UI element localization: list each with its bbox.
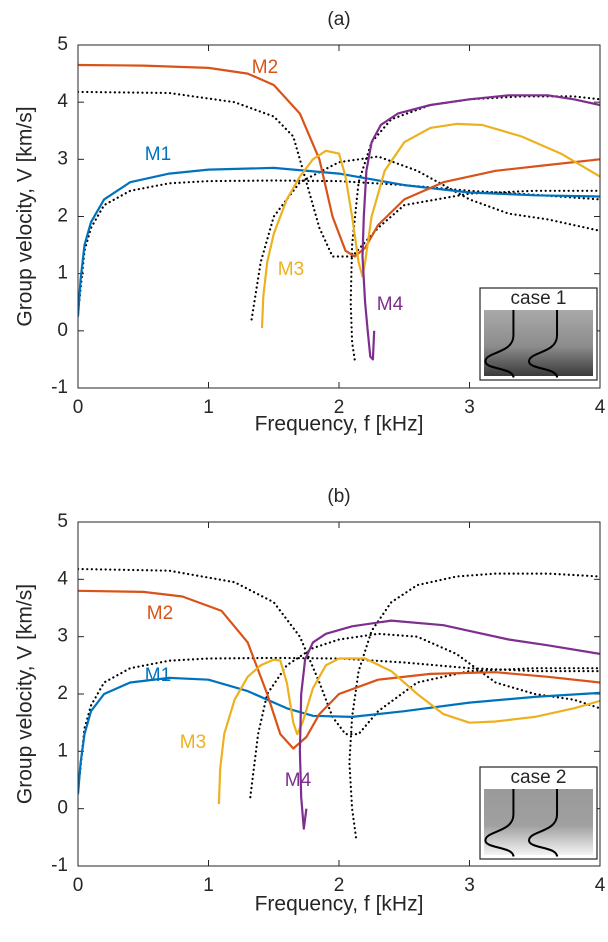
y-tick-label: 3 [57,148,68,169]
reference-curve [78,567,600,736]
x-tick-label: 0 [73,397,84,418]
mode-label: M2 [252,57,278,78]
y-tick-label: 1 [57,263,68,284]
inset-profile [528,310,559,378]
y-tick-label: 0 [57,320,68,341]
y-tick-label: 1 [57,740,68,761]
mode-label: M4 [285,770,312,791]
mode-label: M1 [145,665,171,686]
axes-box [77,44,601,389]
inset-label: case 2 [511,767,567,788]
x-tick-label: 1 [203,397,214,418]
reference-curve [78,90,600,258]
inset-profile [528,789,559,857]
panel: (a) Frequency, f [kHz] Group velocity, V [… [14,9,606,436]
y-tick-label: -1 [51,855,68,876]
reference-curve [249,632,600,799]
mode-curve [260,122,600,329]
inset-medium [484,310,593,376]
mode-label: M2 [147,603,173,624]
axes-box [77,521,601,867]
mode-curve [361,94,600,361]
y-tick-label: 3 [57,626,68,647]
inset-label: case 1 [511,288,567,309]
x-tick-label: 3 [464,397,475,418]
x-tick-label: 3 [464,875,475,896]
panel-title: (b) [327,486,350,507]
panel-title: (a) [327,9,350,30]
x-tick-label: 4 [595,397,606,418]
mode-label: M3 [180,732,206,753]
mode-label: M1 [145,144,171,165]
mode-curve [78,166,600,317]
x-tick-label: 2 [334,397,345,418]
x-tick-label: 0 [73,875,84,896]
x-tick-label: 2 [334,875,345,896]
panel: (b) Frequency, f [kHz] Group velocity, V [… [14,486,606,916]
y-tick-label: -1 [51,377,68,398]
x-tick-label: 4 [595,875,606,896]
y-tick-label: 5 [57,511,68,532]
mode-curve [217,657,600,805]
mode-curve [78,63,600,258]
y-tick-label: 4 [57,91,68,112]
y-tick-label: 0 [57,798,68,819]
y-tick-label: 4 [57,568,68,589]
x-tick-label: 1 [203,875,214,896]
mode-curve [78,676,600,795]
mode-label: M3 [278,259,304,280]
y-axis-label: Group velocity, V [km/s] [14,584,37,804]
mode-label: M4 [377,294,404,315]
reference-curve [78,179,600,315]
inset-profile [484,789,515,857]
mode-curve [298,619,600,830]
y-tick-label: 2 [57,683,68,704]
reference-curve [78,656,600,793]
inset-profile [484,310,515,378]
x-axis-label: Frequency, f [kHz] [255,893,424,916]
y-tick-label: 5 [57,34,68,55]
y-axis-label: Group velocity, V [km/s] [14,106,37,326]
inset-medium [484,789,593,855]
x-axis-label: Frequency, f [kHz] [255,413,424,436]
y-tick-label: 2 [57,206,68,227]
reference-curve [348,572,600,839]
